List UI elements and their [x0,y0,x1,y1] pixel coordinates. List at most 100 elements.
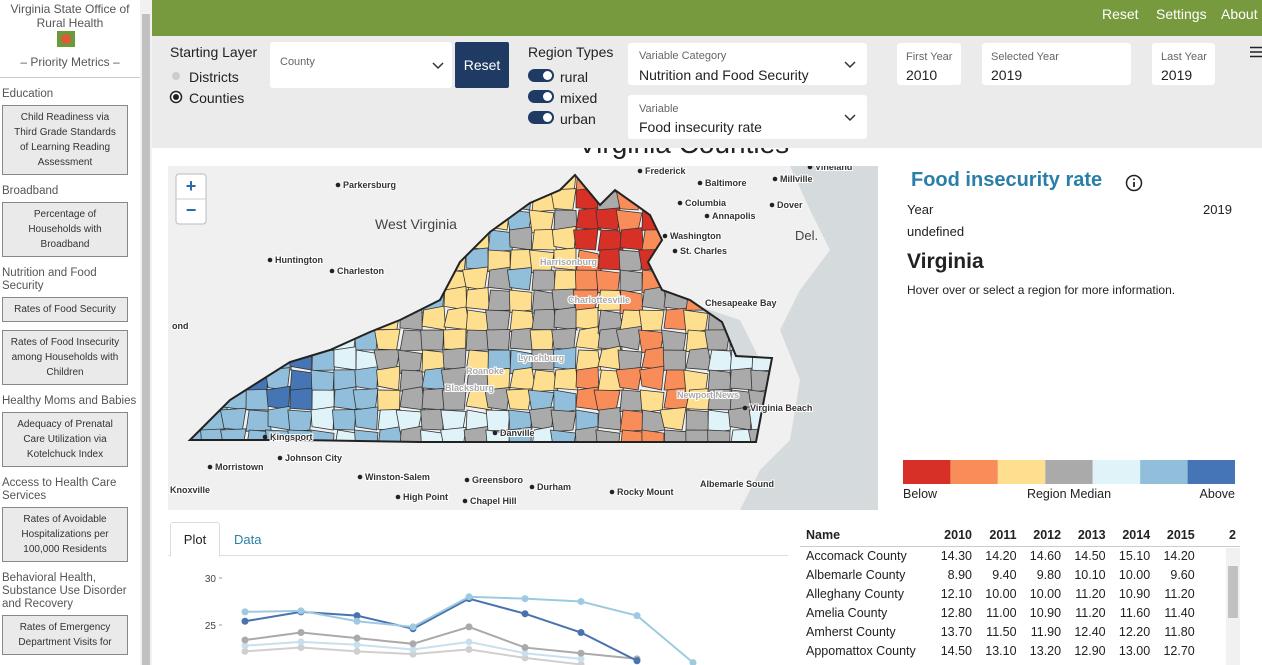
point [521,644,529,652]
toggle-label[interactable]: urban [560,111,596,127]
point [577,655,585,663]
county [310,406,335,431]
county [619,269,643,294]
series-line [244,625,638,660]
point [297,638,305,646]
county [443,285,468,311]
city-dot [357,474,363,480]
point [521,595,529,603]
county-select[interactable]: County [270,42,452,88]
map-label: Rocky Mount [617,487,674,497]
nav-about[interactable]: About [1221,6,1258,22]
county [550,409,577,433]
county [595,207,621,231]
tab-data[interactable]: Data [234,532,262,547]
zoom-in[interactable]: + [186,176,197,196]
cell: 9.40 [992,567,1017,582]
divider [0,77,140,78]
field-value: Food insecurity rate [639,119,762,135]
sidebar-subtitle: – Priority Metrics – [20,55,120,69]
cell: 9.80 [1036,567,1062,582]
point [353,647,361,655]
radio-label[interactable]: Districts [189,69,239,85]
metric-button[interactable]: Percentage of Households with Broadband [2,202,128,257]
metric-button[interactable]: Rates of Food Security [2,297,128,322]
city-dot [672,248,678,254]
point [241,647,249,655]
county [267,405,291,431]
toggle-label[interactable]: mixed [560,90,598,106]
variable-select[interactable]: Variable Food insecurity rate [628,95,867,139]
table-scrollbar[interactable] [1226,548,1240,665]
tab-plot[interactable]: Plot [170,522,220,557]
zoom-out[interactable]: − [186,200,197,220]
city-dot [742,405,748,411]
point [577,629,585,637]
metric-button[interactable]: Adequacy of Prenatal Care Utilization vi… [2,412,128,467]
county [663,429,688,442]
legend-swatch [1045,460,1093,484]
variable-category-select[interactable]: Variable Category Nutrition and Food Sec… [628,43,867,85]
map-label: Kingsport [270,432,313,442]
point [353,634,361,642]
nav-reset[interactable]: Reset [1102,6,1139,22]
starting-layer-label: Starting Layer [170,44,258,60]
metric-button[interactable]: Rates of Food Insecurity among Household… [2,330,128,385]
county [553,367,579,391]
field-label: Selected Year [991,51,1059,63]
cell: Accomack County [806,548,907,563]
radio-label[interactable]: Counties [189,90,245,106]
point [241,617,249,625]
cell: Alleghany County [806,586,904,601]
nav-settings[interactable]: Settings [1156,6,1207,22]
point [297,644,305,652]
map-label: Baltimore [705,178,747,188]
toggles[interactable] [528,69,556,125]
city-dot [464,477,470,483]
city-dot [492,430,498,436]
scrollbar[interactable] [140,0,152,665]
county [619,409,646,433]
city-dot [772,176,778,182]
toggle-label[interactable]: rural [560,69,589,85]
point [353,641,361,649]
plot: 25 30 [205,574,697,665]
map-label: Frederick [645,166,687,176]
cell: 10.90 [1029,605,1062,620]
metric-button[interactable]: Child Readiness via Third Grade Standard… [2,105,128,175]
county [310,369,335,394]
county [531,369,559,393]
county [486,329,511,351]
cell: 10.00 [985,586,1017,601]
radios[interactable] [168,68,184,108]
metric-button[interactable]: Rates of Avoidable Hospitalizations per … [2,507,128,562]
cell: 10.90 [1118,586,1151,601]
county [683,309,709,334]
metric-button[interactable]: Rates of Emergency Department Visits for [2,615,128,655]
county-placeholder: County [280,56,315,68]
county [707,429,731,442]
region-types-label: Region Types [528,44,614,60]
last-year[interactable]: Last Year 2019 [1152,43,1215,85]
county [487,229,513,253]
point [465,638,473,646]
county [639,365,665,391]
county [508,226,533,251]
city-dot [329,268,335,274]
info-hint: Hover over or select a region for more i… [907,283,1176,297]
reset-button[interactable]: Reset [455,42,509,88]
first-year[interactable]: First Year 2010 [897,43,961,85]
map-label: West Virginia [375,216,457,232]
row: Amelia County 12.80 11.00 10.90 11.20 11.60 11… [800,604,1240,623]
section-heading: Broadband [2,185,59,197]
header-row: Name 2010 2011 2012 2013 2014 2015 2 [800,522,1240,547]
info-icon[interactable] [1125,174,1143,192]
selected-year[interactable]: Selected Year 2019 [982,43,1131,85]
county [575,307,599,331]
menu-icon[interactable] [1250,46,1262,58]
county [508,289,533,313]
point [633,612,641,620]
cell: 13.70 [940,624,972,639]
row: Accomack County 14.30 14.20 14.60 14.50 15.10… [800,547,1240,566]
map-label: Roanoke [466,366,504,376]
